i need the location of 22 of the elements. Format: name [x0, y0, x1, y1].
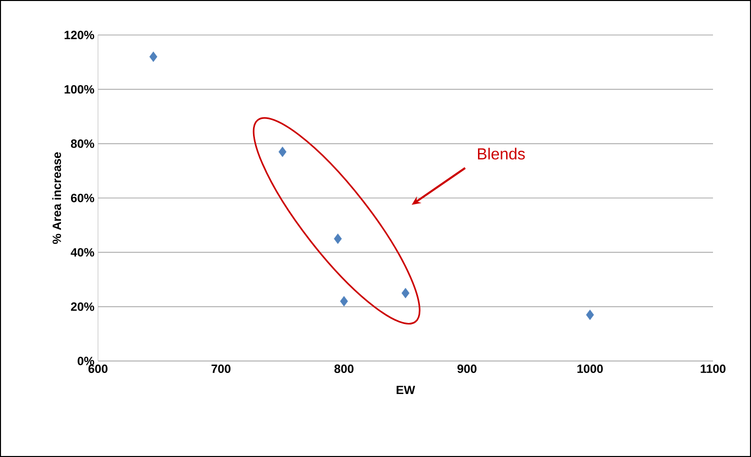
y-tick-label: 40% — [70, 248, 94, 257]
point — [149, 52, 158, 62]
point — [402, 288, 410, 298]
x-tick-label: 900 — [457, 364, 476, 373]
x-tick-label: 600 — [88, 364, 108, 373]
y-tick-label: 80% — [70, 139, 94, 148]
y-tick-label: 60% — [70, 194, 94, 202]
x-tick-label: 700 — [212, 364, 230, 373]
x-tick-label: 1100 — [700, 364, 726, 373]
point — [278, 146, 286, 158]
y-tick-label: 20% — [70, 302, 94, 311]
x-tick-label: 800 — [334, 364, 354, 373]
annotation: Blends — [478, 148, 525, 160]
y-tick-label: 0% — [78, 356, 94, 366]
y-axis-title: % Area increase — [52, 152, 62, 244]
point — [586, 310, 594, 320]
x-tick-label: 1000 — [577, 364, 603, 373]
y-tick-label: 100% — [64, 85, 94, 94]
point — [340, 296, 348, 306]
point — [334, 234, 342, 244]
x-axis-title: EW — [396, 386, 416, 394]
y-tick-label: 120% — [64, 30, 94, 40]
